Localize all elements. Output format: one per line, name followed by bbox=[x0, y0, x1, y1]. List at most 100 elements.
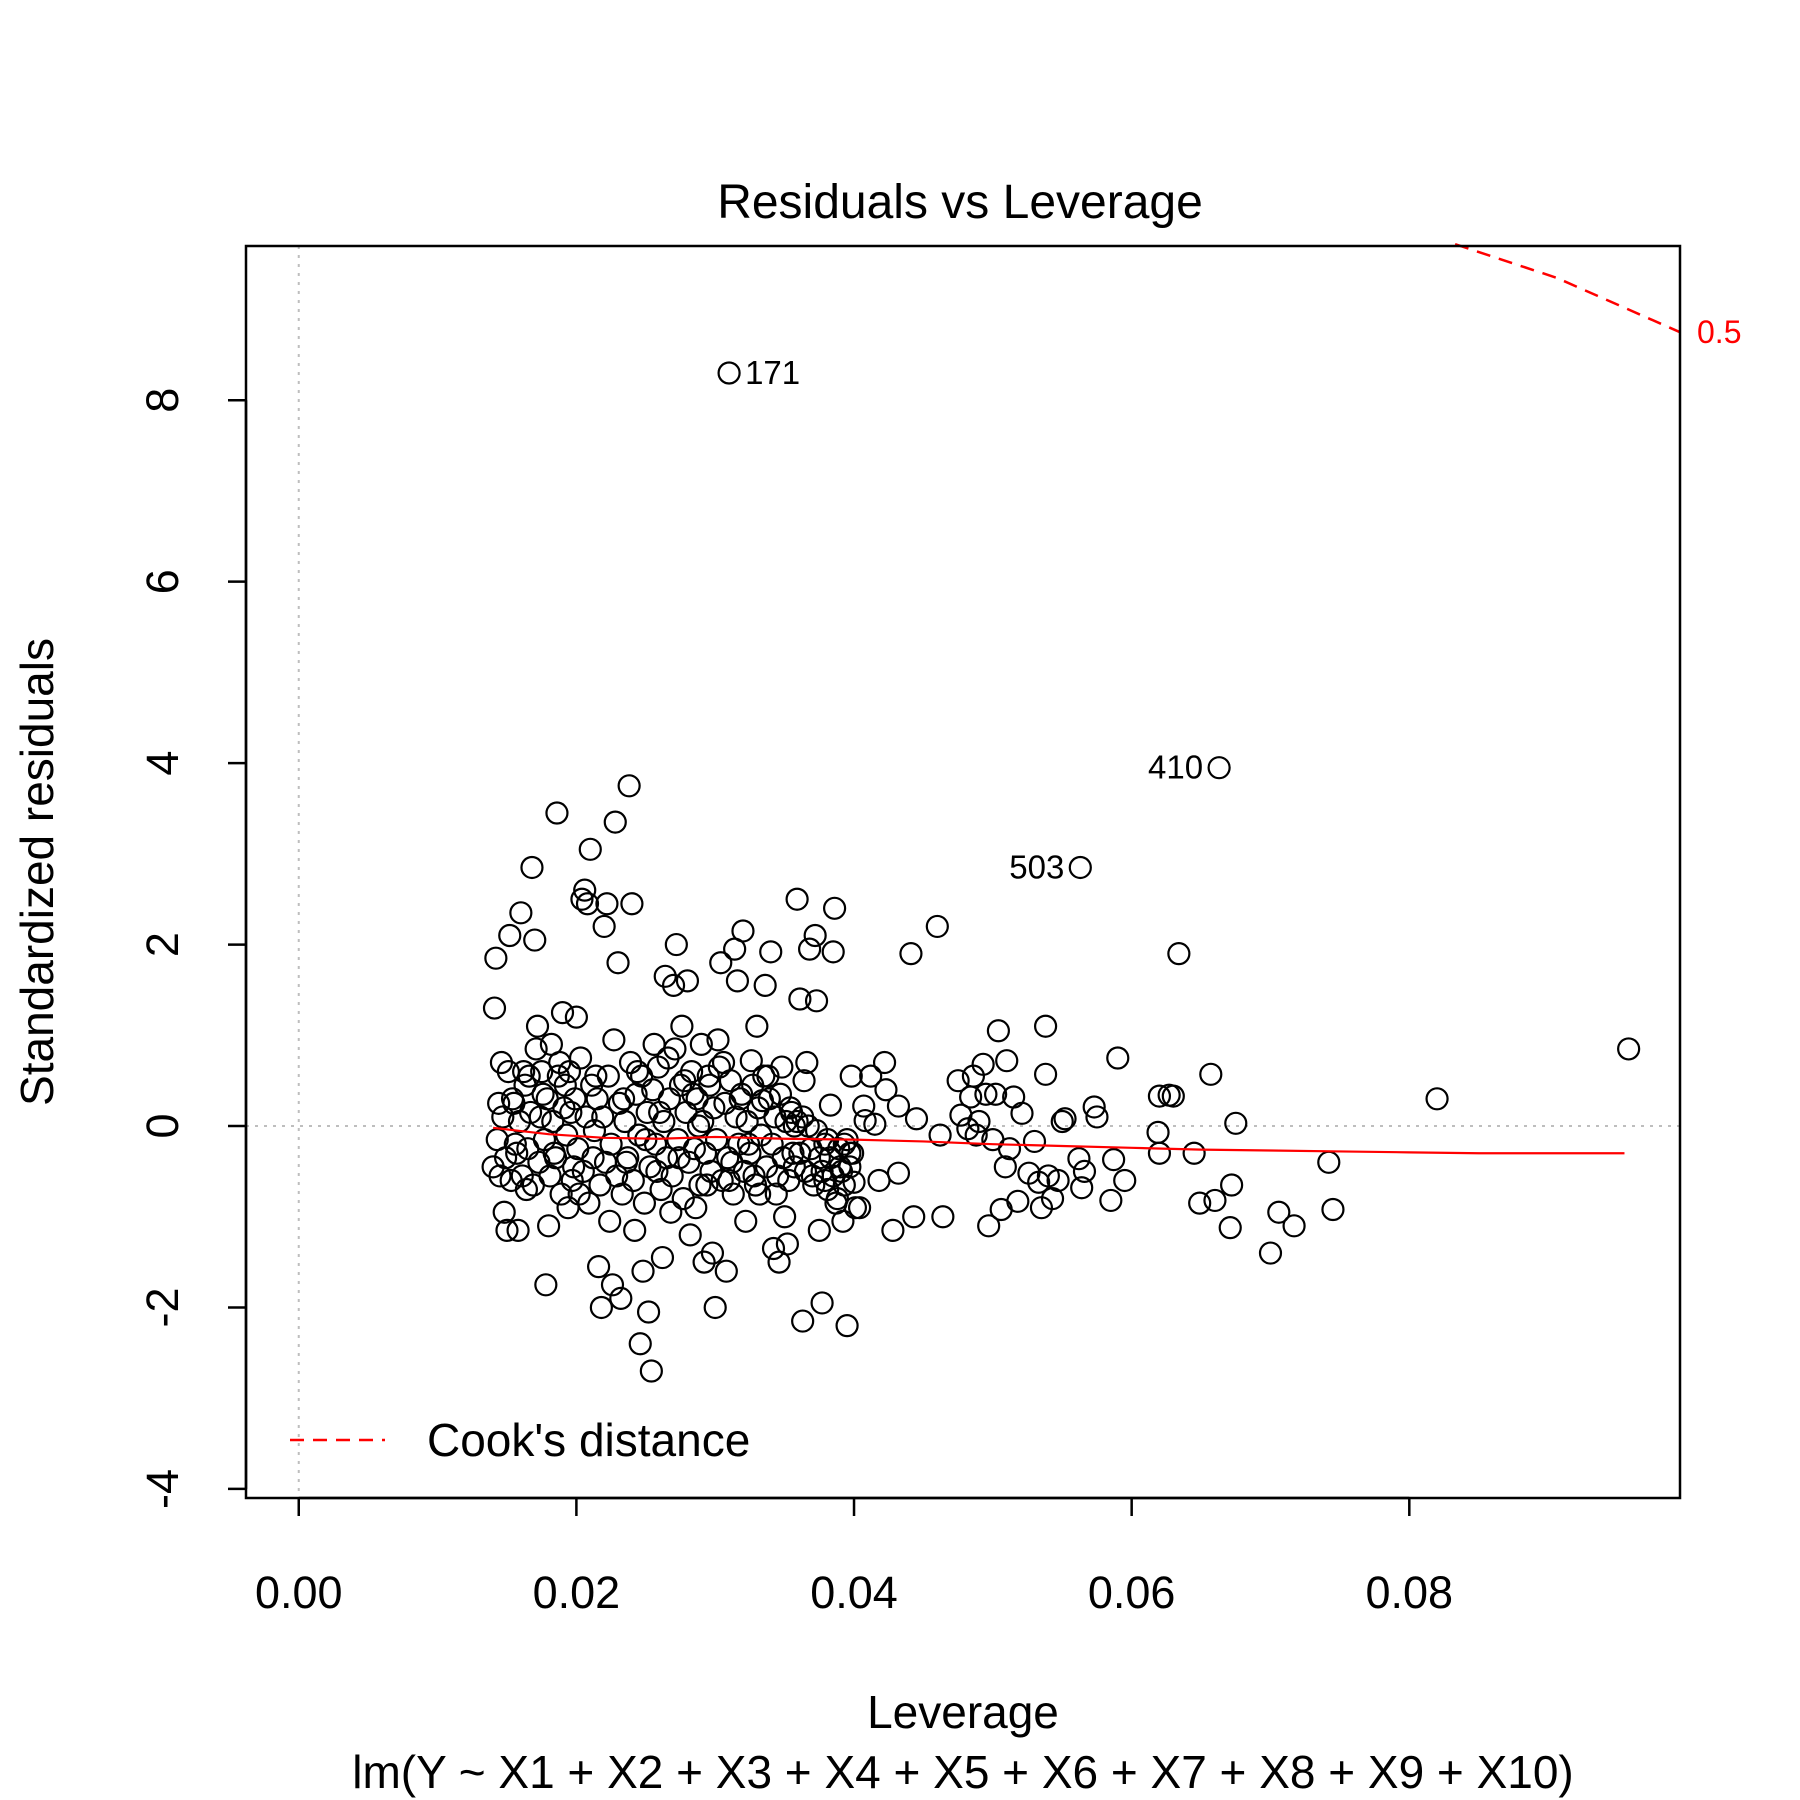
data-point bbox=[611, 1087, 636, 1111]
y-tick-label: -4 bbox=[137, 1469, 188, 1509]
reference-lines bbox=[246, 246, 1680, 1498]
data-point bbox=[598, 1209, 622, 1233]
data-point bbox=[1147, 1141, 1172, 1165]
data-point bbox=[509, 901, 533, 925]
data-point bbox=[695, 1173, 719, 1197]
y-tick-label: 6 bbox=[137, 569, 188, 594]
data-point bbox=[773, 1205, 797, 1229]
data-point bbox=[964, 1123, 988, 1147]
data-point bbox=[723, 937, 747, 961]
data-point bbox=[874, 1078, 898, 1102]
data-point bbox=[1167, 942, 1191, 966]
data-point bbox=[574, 1105, 598, 1129]
y-tick-label: -2 bbox=[137, 1287, 188, 1327]
data-point bbox=[1282, 1214, 1306, 1238]
data-point bbox=[1425, 1087, 1449, 1111]
data-point bbox=[680, 1059, 704, 1084]
data-point bbox=[689, 1032, 713, 1056]
data-point bbox=[577, 1191, 601, 1215]
data-point bbox=[570, 887, 594, 911]
data-point bbox=[1182, 1141, 1206, 1165]
data-point bbox=[1082, 1095, 1106, 1119]
data-point bbox=[752, 1064, 776, 1088]
data-point bbox=[725, 969, 750, 993]
data-point bbox=[575, 892, 600, 916]
data-point bbox=[606, 951, 630, 975]
data-point bbox=[1207, 756, 1231, 780]
data-point bbox=[523, 928, 547, 952]
data-point bbox=[1072, 1159, 1097, 1183]
data-point bbox=[703, 1295, 727, 1320]
x-tick-label: 0.08 bbox=[1366, 1567, 1454, 1618]
data-point bbox=[531, 1082, 555, 1106]
data-point bbox=[977, 1214, 1001, 1238]
y-tick-label: 2 bbox=[137, 932, 188, 957]
data-point bbox=[839, 1064, 863, 1088]
data-point bbox=[838, 1155, 862, 1179]
data-point bbox=[706, 1028, 730, 1052]
data-point bbox=[520, 855, 544, 880]
legend: Cook's distance bbox=[290, 1414, 750, 1466]
data-point bbox=[803, 923, 827, 948]
smooth-line-layer bbox=[492, 1126, 1625, 1155]
x-tick-label: 0.06 bbox=[1088, 1567, 1176, 1618]
data-point bbox=[492, 1200, 516, 1224]
data-point bbox=[1033, 1062, 1058, 1086]
data-point bbox=[807, 1218, 831, 1242]
data-point bbox=[700, 1241, 725, 1265]
y-tick-label: 8 bbox=[137, 388, 188, 413]
data-point bbox=[482, 996, 507, 1020]
data-point bbox=[484, 946, 508, 970]
data-point bbox=[568, 1046, 593, 1070]
data-point bbox=[785, 887, 809, 911]
data-point bbox=[636, 1300, 661, 1324]
data-point bbox=[631, 1259, 655, 1283]
data-point bbox=[764, 1182, 788, 1206]
data-point bbox=[738, 1141, 762, 1165]
data-point bbox=[659, 1200, 683, 1224]
y-axis-label: Standardized residuals bbox=[11, 638, 63, 1106]
data-point bbox=[653, 964, 677, 988]
data-point bbox=[853, 1108, 877, 1133]
data-point bbox=[613, 1109, 637, 1134]
data-point bbox=[995, 1049, 1019, 1073]
smooth-line bbox=[492, 1126, 1625, 1155]
data-point bbox=[499, 1168, 523, 1193]
data-point bbox=[984, 1082, 1008, 1106]
data-point bbox=[1029, 1196, 1054, 1220]
data-point bbox=[1085, 1105, 1109, 1129]
data-point bbox=[596, 1064, 620, 1088]
data-point bbox=[1022, 1129, 1047, 1154]
data-point bbox=[493, 1146, 518, 1170]
data-point bbox=[827, 1137, 851, 1161]
data-point bbox=[1113, 1168, 1137, 1193]
data-point bbox=[543, 1146, 568, 1170]
data-point bbox=[859, 1064, 883, 1088]
data-point bbox=[818, 1093, 843, 1117]
data-point bbox=[692, 1250, 716, 1274]
data-point bbox=[745, 1014, 769, 1038]
data-point bbox=[981, 1128, 1005, 1152]
data-point bbox=[717, 361, 741, 385]
x-axis: 0.00 0.02 0.04 0.06 0.08 bbox=[255, 1496, 1454, 1618]
data-point bbox=[628, 1332, 652, 1356]
point-label-410: 410 bbox=[1148, 749, 1203, 786]
data-point bbox=[810, 1291, 834, 1315]
data-point bbox=[899, 942, 923, 966]
point-label-171: 171 bbox=[745, 354, 800, 391]
data-points bbox=[481, 361, 1641, 1383]
data-point bbox=[782, 1155, 806, 1179]
data-point bbox=[663, 1037, 687, 1061]
data-point bbox=[761, 1236, 786, 1261]
data-point bbox=[525, 1014, 550, 1038]
data-point bbox=[1220, 1173, 1244, 1197]
data-point bbox=[1321, 1197, 1345, 1222]
data-point bbox=[1258, 1241, 1283, 1265]
data-point bbox=[753, 973, 777, 998]
data-point bbox=[623, 1218, 647, 1242]
chart-subtitle: lm(Y ~ X1 + X2 + X3 + X4 + X5 + X6 + X7 … bbox=[352, 1746, 1574, 1798]
data-point bbox=[664, 932, 688, 957]
data-point bbox=[546, 1064, 570, 1088]
data-point bbox=[1106, 1046, 1130, 1070]
